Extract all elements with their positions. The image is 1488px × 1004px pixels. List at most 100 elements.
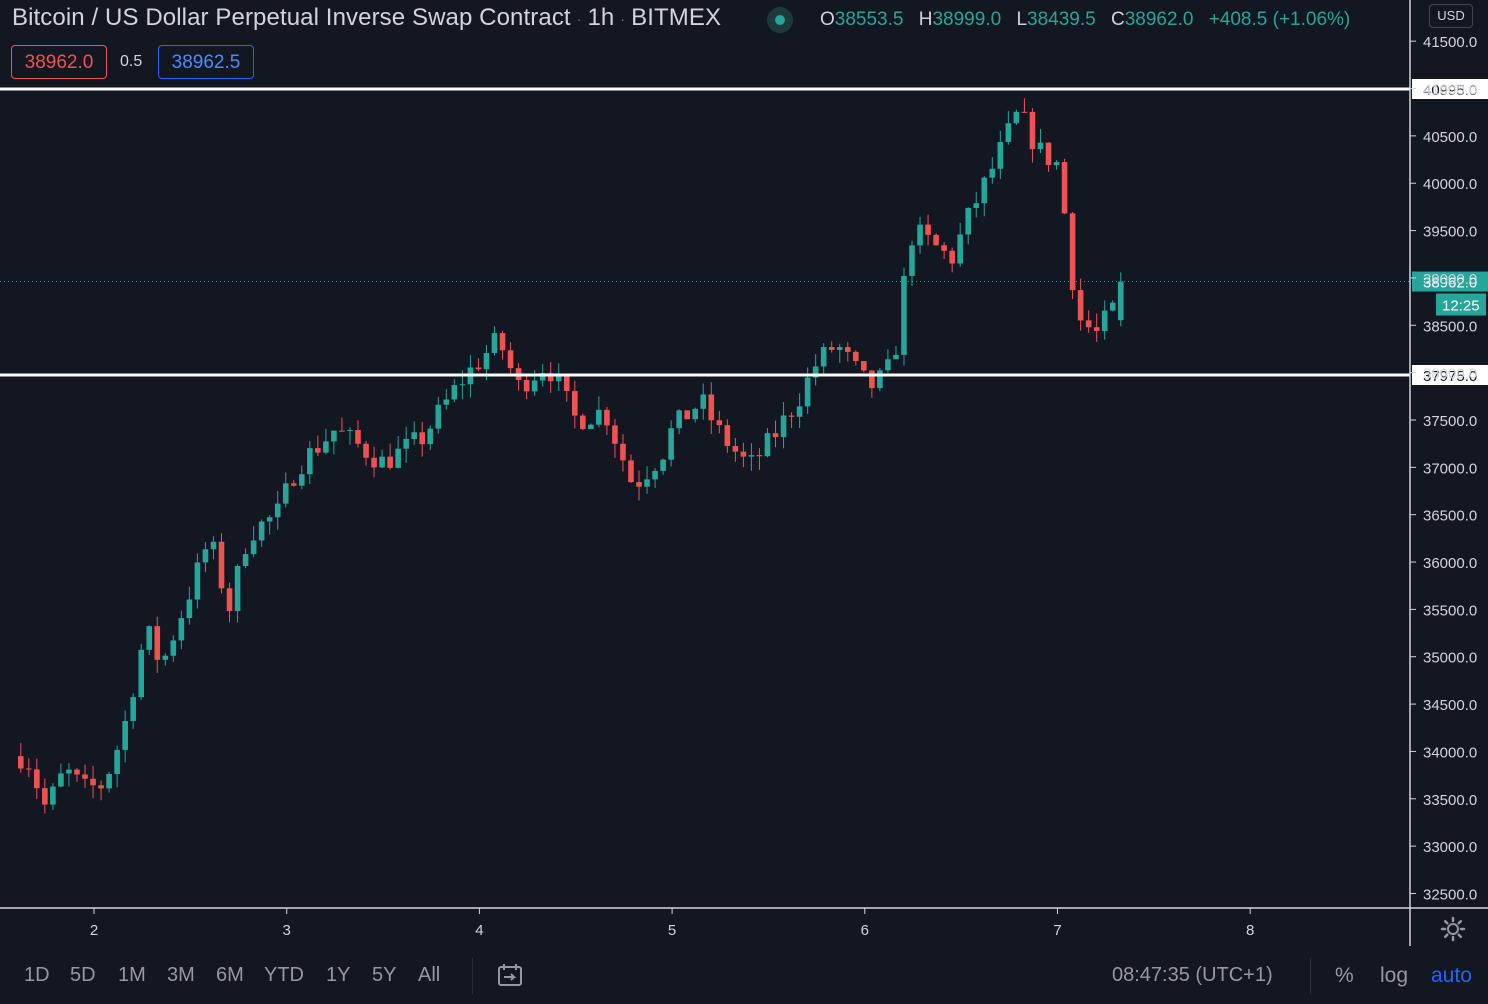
candle-body bbox=[74, 769, 80, 775]
price-tick-label: 34000.0 bbox=[1423, 744, 1477, 761]
candle-body bbox=[419, 432, 426, 445]
range-button-ytd[interactable]: YTD bbox=[264, 964, 304, 986]
candle-body bbox=[997, 142, 1004, 169]
candle-body bbox=[676, 410, 682, 429]
candle-body bbox=[411, 432, 418, 439]
candle-body bbox=[772, 433, 779, 438]
candle-body bbox=[507, 350, 514, 369]
symbol-title[interactable]: Bitcoin / US Dollar Perpetual Inverse Sw… bbox=[12, 4, 721, 32]
candle-body bbox=[957, 234, 963, 264]
horizontal-lines: 40995.0 37975.0 38962.0 12:25 bbox=[0, 79, 1488, 385]
candle-body bbox=[668, 428, 674, 460]
candle-body bbox=[250, 540, 257, 555]
candle-body bbox=[371, 457, 377, 468]
last-price-label-bg bbox=[1412, 271, 1488, 292]
candle-body bbox=[612, 425, 618, 444]
candle-body bbox=[523, 379, 530, 392]
candle-body bbox=[1077, 290, 1084, 321]
close-value: 38962.0 bbox=[1124, 9, 1194, 30]
range-button-3m[interactable]: 3M bbox=[167, 964, 195, 986]
candle-body bbox=[708, 394, 715, 421]
candle-body bbox=[194, 562, 201, 600]
candle-body bbox=[162, 655, 169, 660]
time-tick-label: 8 bbox=[1246, 922, 1254, 939]
candle-body bbox=[764, 433, 771, 457]
candle-body bbox=[34, 769, 40, 789]
candle-body bbox=[1013, 111, 1020, 124]
range-button-1m[interactable]: 1M bbox=[118, 964, 146, 986]
candle-body bbox=[451, 385, 458, 400]
settings-gear-icon[interactable] bbox=[1439, 915, 1467, 943]
candle-body bbox=[106, 773, 112, 789]
percent-toggle[interactable]: % bbox=[1335, 964, 1354, 987]
log-toggle[interactable]: log bbox=[1380, 964, 1409, 987]
time-tick-label: 7 bbox=[1053, 922, 1061, 939]
close-label: C bbox=[1111, 9, 1125, 30]
range-button-1y[interactable]: 1Y bbox=[326, 964, 351, 986]
horizontal-line-label: 40995.0 bbox=[1423, 82, 1477, 99]
range-button-5y[interactable]: 5Y bbox=[372, 964, 397, 986]
candle-body bbox=[812, 366, 819, 378]
candle-body bbox=[266, 517, 273, 522]
candle-body bbox=[114, 749, 120, 774]
candle-body bbox=[307, 448, 313, 475]
buy-button[interactable]: 38962.5 bbox=[158, 45, 254, 79]
candle-body bbox=[861, 361, 867, 371]
candle-body bbox=[555, 376, 562, 382]
candle-body bbox=[660, 459, 666, 471]
market-status-icon[interactable] bbox=[767, 7, 793, 33]
price-tick-label: 39500.0 bbox=[1423, 224, 1477, 241]
candle-body bbox=[933, 234, 939, 246]
time-tick-label: 2 bbox=[90, 922, 98, 939]
currency-button[interactable]: USD bbox=[1429, 4, 1473, 28]
range-button-6m[interactable]: 6M bbox=[216, 964, 244, 986]
candle-body bbox=[684, 410, 690, 420]
candle-body bbox=[740, 451, 747, 457]
candle-body bbox=[989, 168, 996, 178]
candle-body bbox=[780, 415, 787, 438]
auto-toggle[interactable]: auto bbox=[1431, 964, 1472, 987]
range-button-all[interactable]: All bbox=[418, 964, 441, 986]
price-tick-label: 35000.0 bbox=[1423, 650, 1477, 667]
candle-body bbox=[130, 697, 136, 721]
candle-body bbox=[636, 482, 642, 487]
candle-body bbox=[475, 367, 482, 370]
candle-body bbox=[82, 774, 88, 779]
candle-body bbox=[844, 347, 851, 352]
candle-body bbox=[499, 333, 506, 351]
range-button-5d[interactable]: 5D bbox=[70, 964, 96, 986]
candle-body bbox=[724, 425, 731, 447]
clock-readout[interactable]: 08:47:35 (UTC+1) bbox=[1112, 964, 1273, 986]
candle-body bbox=[539, 373, 546, 381]
toolbar-divider bbox=[1310, 958, 1311, 994]
candle-body bbox=[17, 756, 24, 769]
candle-body bbox=[298, 474, 305, 486]
horizontal-line-label: 37975.0 bbox=[1423, 368, 1477, 385]
bottom-toolbar bbox=[0, 946, 1488, 1004]
countdown-bg bbox=[1436, 293, 1486, 316]
candle-body bbox=[178, 618, 185, 641]
date-range-icon[interactable] bbox=[496, 963, 524, 989]
candle-body bbox=[909, 245, 915, 276]
candle-body bbox=[1085, 320, 1092, 328]
candle-body bbox=[901, 275, 907, 355]
candle-body bbox=[282, 483, 289, 504]
candle-body bbox=[1029, 111, 1036, 150]
candle-body bbox=[732, 446, 739, 452]
price-tick-label: 41000.0 bbox=[1423, 82, 1477, 99]
price-tick-label: 34500.0 bbox=[1423, 697, 1477, 714]
candle-body bbox=[981, 177, 988, 204]
candle-body bbox=[226, 588, 233, 612]
interval-label[interactable]: 1h bbox=[587, 4, 615, 31]
price-tick-label: 37000.0 bbox=[1423, 460, 1477, 477]
sell-button[interactable]: 38962.0 bbox=[11, 45, 107, 79]
candle-body bbox=[1109, 302, 1116, 311]
candle-body bbox=[210, 541, 217, 550]
range-button-1d[interactable]: 1D bbox=[24, 964, 50, 986]
candle-body bbox=[700, 394, 707, 409]
candle-body bbox=[917, 224, 923, 246]
candle-body bbox=[1101, 310, 1108, 332]
open-label: O bbox=[820, 9, 835, 30]
candle-body bbox=[820, 347, 827, 367]
